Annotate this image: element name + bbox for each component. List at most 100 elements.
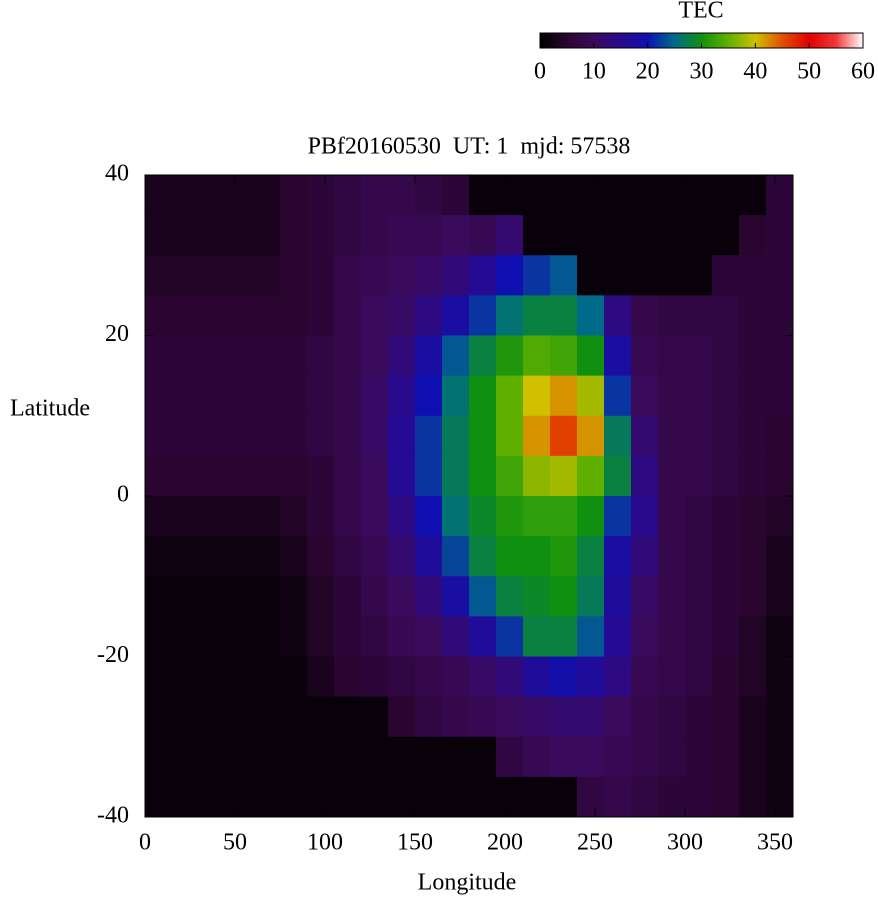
heat-cell <box>739 255 767 296</box>
heat-cell <box>469 616 497 657</box>
heat-cell <box>442 455 470 497</box>
heat-cell <box>550 496 578 537</box>
heat-cell <box>658 496 686 537</box>
heat-cell <box>523 215 551 256</box>
heat-cell <box>685 776 713 818</box>
heat-cell <box>442 776 470 818</box>
colorbar-tick-label: 10 <box>582 59 606 85</box>
heat-cell <box>631 696 659 738</box>
heat-cell <box>226 375 254 417</box>
heat-cell <box>604 335 632 377</box>
heat-cell <box>172 496 200 537</box>
heat-cell <box>496 335 524 377</box>
heat-cell <box>631 175 659 216</box>
heat-cell <box>577 335 605 377</box>
heat-cell <box>496 175 524 216</box>
heat-cell <box>415 415 443 457</box>
heat-cell <box>307 496 335 537</box>
heat-cell <box>280 175 308 216</box>
heat-cell <box>307 335 335 377</box>
heat-cell <box>496 616 524 657</box>
heat-cell <box>145 576 173 617</box>
heat-cell <box>469 576 497 617</box>
heat-cell <box>226 455 254 497</box>
heat-cell <box>172 616 200 657</box>
heat-cell <box>199 696 227 738</box>
heat-cell <box>604 215 632 256</box>
heat-cell <box>253 295 281 336</box>
heat-cell <box>145 175 173 216</box>
heat-cell <box>685 656 713 698</box>
heat-cell <box>253 616 281 657</box>
heat-cell <box>496 536 524 577</box>
heat-cell <box>685 696 713 738</box>
heat-cell <box>361 455 389 497</box>
heat-cell <box>604 616 632 657</box>
heat-cell <box>253 215 281 256</box>
heat-cell <box>685 536 713 577</box>
x-axis-label: Longitude <box>418 870 517 896</box>
heat-cell <box>577 255 605 296</box>
heat-cell <box>307 255 335 296</box>
heat-cell <box>307 776 335 818</box>
heat-cell <box>685 455 713 497</box>
heat-cell <box>658 415 686 457</box>
heat-cell <box>334 656 362 698</box>
heat-cell <box>469 776 497 818</box>
heat-cell <box>334 415 362 457</box>
heat-cell <box>577 656 605 698</box>
heat-cell <box>442 335 470 377</box>
heat-cell <box>469 335 497 377</box>
heat-cell <box>712 736 740 778</box>
y-tick-label: 40 <box>105 161 129 187</box>
heat-cell <box>631 776 659 818</box>
heat-cell <box>280 616 308 657</box>
heat-cell <box>496 295 524 336</box>
heat-cell <box>388 616 416 657</box>
heat-cell <box>496 255 524 296</box>
heat-cell <box>604 255 632 296</box>
heat-cell <box>631 496 659 537</box>
heat-cell <box>334 696 362 738</box>
colorbar-tick-label: 20 <box>636 59 660 85</box>
heat-cell <box>658 576 686 617</box>
heat-cell <box>388 295 416 336</box>
heat-cell <box>199 255 227 296</box>
heat-cell <box>658 295 686 336</box>
heat-cell <box>172 776 200 818</box>
heat-cell <box>712 496 740 537</box>
heat-cell <box>604 375 632 417</box>
heat-cell <box>604 415 632 457</box>
colorbar-tick-label: 40 <box>743 59 767 85</box>
heat-cell <box>712 295 740 336</box>
heat-cell <box>172 375 200 417</box>
heat-cell <box>604 175 632 216</box>
heat-cell <box>199 736 227 778</box>
heat-cell <box>334 255 362 296</box>
heat-cell <box>442 496 470 537</box>
heat-cell <box>550 536 578 577</box>
heat-cell <box>145 776 173 818</box>
heat-cell <box>199 656 227 698</box>
heat-cell <box>577 616 605 657</box>
heat-cell <box>766 255 794 296</box>
heat-cell <box>712 616 740 657</box>
heat-cell <box>145 496 173 537</box>
heat-cell <box>361 616 389 657</box>
heat-cell <box>604 455 632 497</box>
heat-cell <box>145 335 173 377</box>
heat-cell <box>523 616 551 657</box>
heat-cell <box>145 295 173 336</box>
heat-cell <box>631 536 659 577</box>
heat-cell <box>631 656 659 698</box>
heat-cell <box>442 375 470 417</box>
heat-cell <box>658 616 686 657</box>
heat-cell <box>496 375 524 417</box>
heat-cell <box>739 536 767 577</box>
heat-cell <box>523 656 551 698</box>
heat-cell <box>577 375 605 417</box>
heat-cell <box>577 215 605 256</box>
heat-cell <box>631 375 659 417</box>
heat-cell <box>415 616 443 657</box>
heat-cell <box>658 776 686 818</box>
